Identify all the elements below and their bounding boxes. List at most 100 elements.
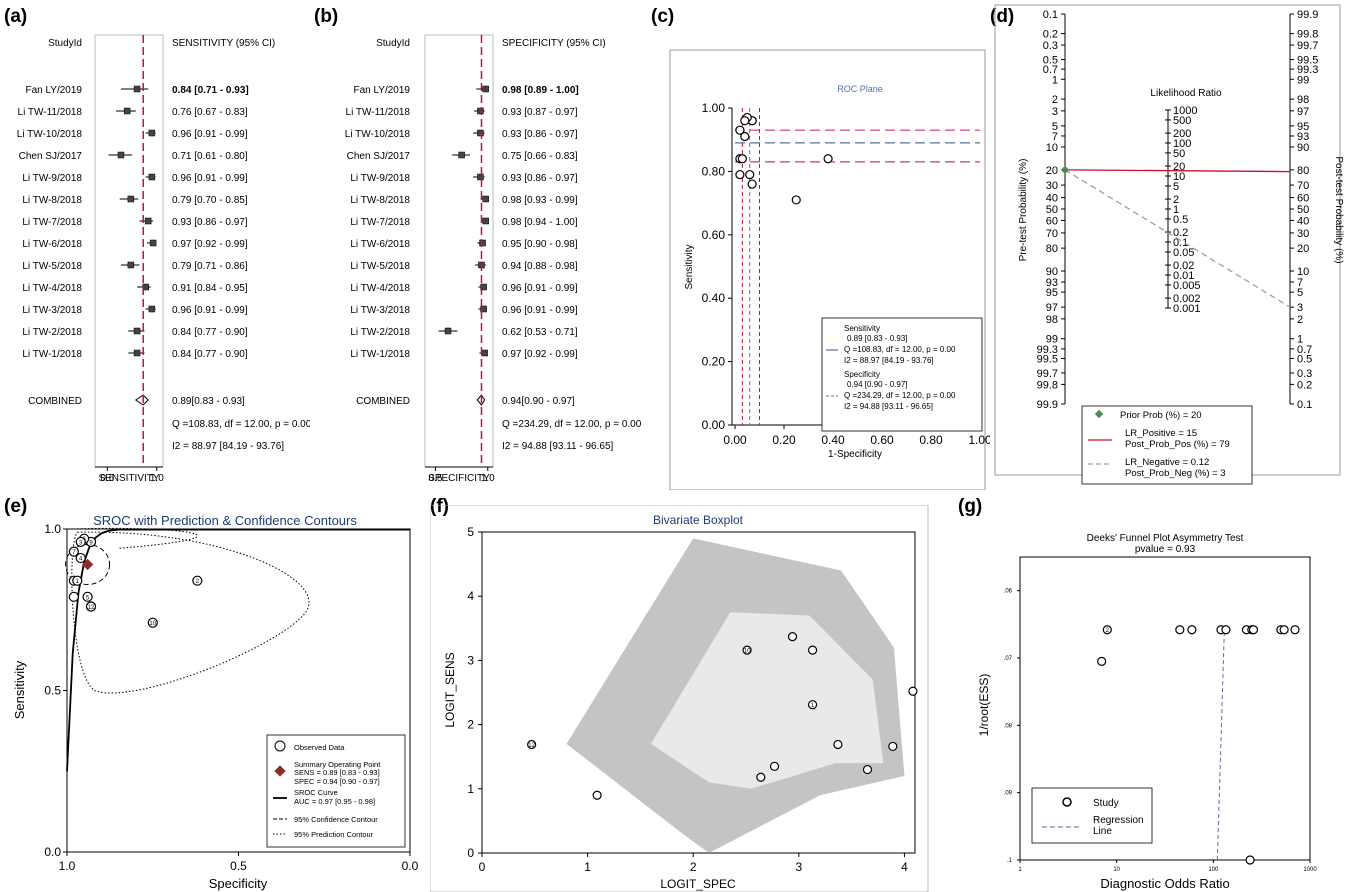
estimate-text: 0.79 [0.70 - 0.85] [172, 195, 248, 206]
estimate-text: 0.97 [0.92 - 0.99] [172, 239, 248, 250]
chart-title: Deeks' Funnel Plot Asymmetry Test [1087, 533, 1244, 544]
posttest-tick-label: 0.7 [1297, 344, 1312, 356]
x-axis-title: SENSITIVITY [98, 473, 159, 484]
lr-tick-label: 0.01 [1173, 270, 1194, 282]
estimate-text: 0.98 [0.89 - 1.00] [502, 85, 579, 96]
study-point [862, 764, 873, 775]
panel-label-c: (c) [651, 6, 675, 27]
posttest-tick-label: 80 [1297, 165, 1309, 177]
combined-label: COMBINED [356, 396, 410, 407]
heterogeneity-i2: I2 = 88.97 [84.19 - 93.76] [172, 441, 284, 452]
posttest-tick-label: 50 [1297, 204, 1309, 216]
study-id: Li TW-7/2018 [350, 217, 410, 228]
legend-text: Prior Prob (%) = 20 [1120, 410, 1202, 421]
study-point [807, 700, 818, 710]
panel-label-g: (g) [958, 496, 983, 517]
estimate-marker [133, 327, 141, 335]
posttest-tick-label: 2 [1297, 314, 1303, 326]
legend-text: 0.94 [0.90 - 0.97] [847, 380, 908, 389]
posttest-tick-label: 95 [1297, 121, 1309, 133]
estimate-marker [482, 217, 489, 225]
legend-text: AUC = 0.97 [0.95 - 0.98] [294, 797, 375, 806]
posttest-tick-label: 99.3 [1297, 64, 1318, 76]
estimate-marker [458, 151, 465, 159]
lr-tick-label: 0.1 [1173, 237, 1188, 249]
study-id: Li TW-8/2018 [350, 195, 410, 206]
roc-plane-chart: ROC Plane 0.00 0.20 0.40 0.60 0.80 1.00 0.00 0.2… [669, 49, 990, 490]
posttest-tick-label: 0.5 [1297, 353, 1312, 365]
combined-label: COMBINED [28, 396, 82, 407]
combined-text: 0.89[0.83 - 0.93] [172, 396, 245, 407]
legend-text: Q =234.29, df = 12.00, p = 0.00 [844, 391, 956, 400]
id-header: StudyId [48, 38, 82, 49]
panel-label-d: (d) [990, 6, 1015, 27]
study-id: Li TW-2/2018 [350, 327, 410, 338]
study-id: Li TW-1/2018 [22, 349, 82, 360]
lr-tick-label: 1000 [1173, 105, 1197, 117]
study-point [1102, 625, 1112, 635]
study-id: Li TW-3/2018 [350, 305, 410, 316]
estimate-text: 0.76 [0.67 - 0.83] [172, 107, 248, 118]
x-tick-label: 1 [1018, 867, 1022, 873]
study-id: Li TW-10/2018 [345, 129, 411, 140]
fagan-nomogram: 0.10.20.30.50.71235710203040506070809093… [994, 4, 1344, 485]
study-point [75, 536, 86, 548]
heterogeneity-i2: I2 = 94.88 [93.11 - 96.65] [502, 441, 614, 452]
estimate-marker [148, 305, 156, 313]
pretest-tick-label: 70 [1046, 228, 1058, 240]
sroc-chart: SROC with Prediction & Confidence Contou… [12, 513, 419, 891]
legend-text: SROC Curve [294, 788, 338, 797]
study-id: Li TW-5/2018 [350, 261, 410, 272]
study-point [888, 741, 898, 752]
legend-text: Line [1093, 826, 1112, 837]
study-point [147, 617, 158, 628]
forest-frame [94, 34, 164, 468]
legend-text: Post_Prob_Neg (%) = 3 [1125, 468, 1226, 479]
legend-text: Study [1093, 798, 1119, 809]
pretest-tick-label: 40 [1046, 193, 1058, 205]
estimate-text: 0.95 [0.90 - 0.98] [502, 239, 578, 250]
estimate-text: 0.84 [0.71 - 0.93] [172, 85, 249, 96]
y-axis-title: LOGIT_SENS [443, 652, 457, 727]
x-tick-label: 1.0 [150, 473, 164, 484]
lr-tick-label: 0.2 [1173, 227, 1188, 239]
estimate-marker [477, 107, 484, 115]
study-point [592, 790, 602, 800]
study-point [742, 645, 752, 655]
y-tick-label: .08 [1004, 723, 1013, 729]
x-tick-label: 2 [690, 860, 697, 874]
study-point [791, 195, 801, 205]
pretest-tick-label: 10 [1046, 142, 1058, 154]
study-point-label: 3 [79, 540, 83, 546]
study-id: Li TW-4/2018 [22, 283, 82, 294]
prediction-contour [71, 531, 310, 694]
study-point-label: 4 [79, 557, 83, 563]
x-tick-label: 1.0 [59, 859, 76, 873]
estimate-text: 0.71 [0.61 - 0.80] [172, 151, 248, 162]
estimate-marker [149, 239, 157, 247]
legend-text: Sensitivity [844, 324, 880, 333]
y-tick-label: 0.00 [702, 418, 726, 432]
y-tick-label: 1.0 [44, 522, 61, 536]
posttest-tick-label: 70 [1297, 180, 1309, 192]
pretest-tick-label: 30 [1046, 180, 1058, 192]
y-axis-title: Sensitivity [12, 660, 27, 719]
study-point [1175, 625, 1185, 635]
x-tick-label: 1 [584, 860, 591, 874]
x-axis-title: LOGIT_SPEC [660, 877, 736, 891]
sroc-curve [66, 528, 410, 772]
lr-tick-label: 0.05 [1173, 247, 1194, 259]
study-id: Fan LY/2019 [353, 85, 410, 96]
posttest-tick-label: 93 [1297, 131, 1309, 143]
study-point-label: 9 [89, 540, 93, 546]
pretest-tick-label: 20 [1046, 165, 1058, 177]
estimate-text: 0.96 [0.91 - 0.99] [502, 305, 578, 316]
y-tick-label: 0.40 [702, 291, 726, 305]
study-point [747, 179, 757, 189]
estimate-marker [480, 283, 487, 291]
pretest-tick-label: 99.9 [1037, 399, 1058, 411]
estimate-text: 0.96 [0.91 - 0.99] [172, 305, 248, 316]
y-tick-label: 3 [467, 653, 474, 667]
study-point [1221, 625, 1231, 635]
estimate-marker [477, 129, 484, 137]
